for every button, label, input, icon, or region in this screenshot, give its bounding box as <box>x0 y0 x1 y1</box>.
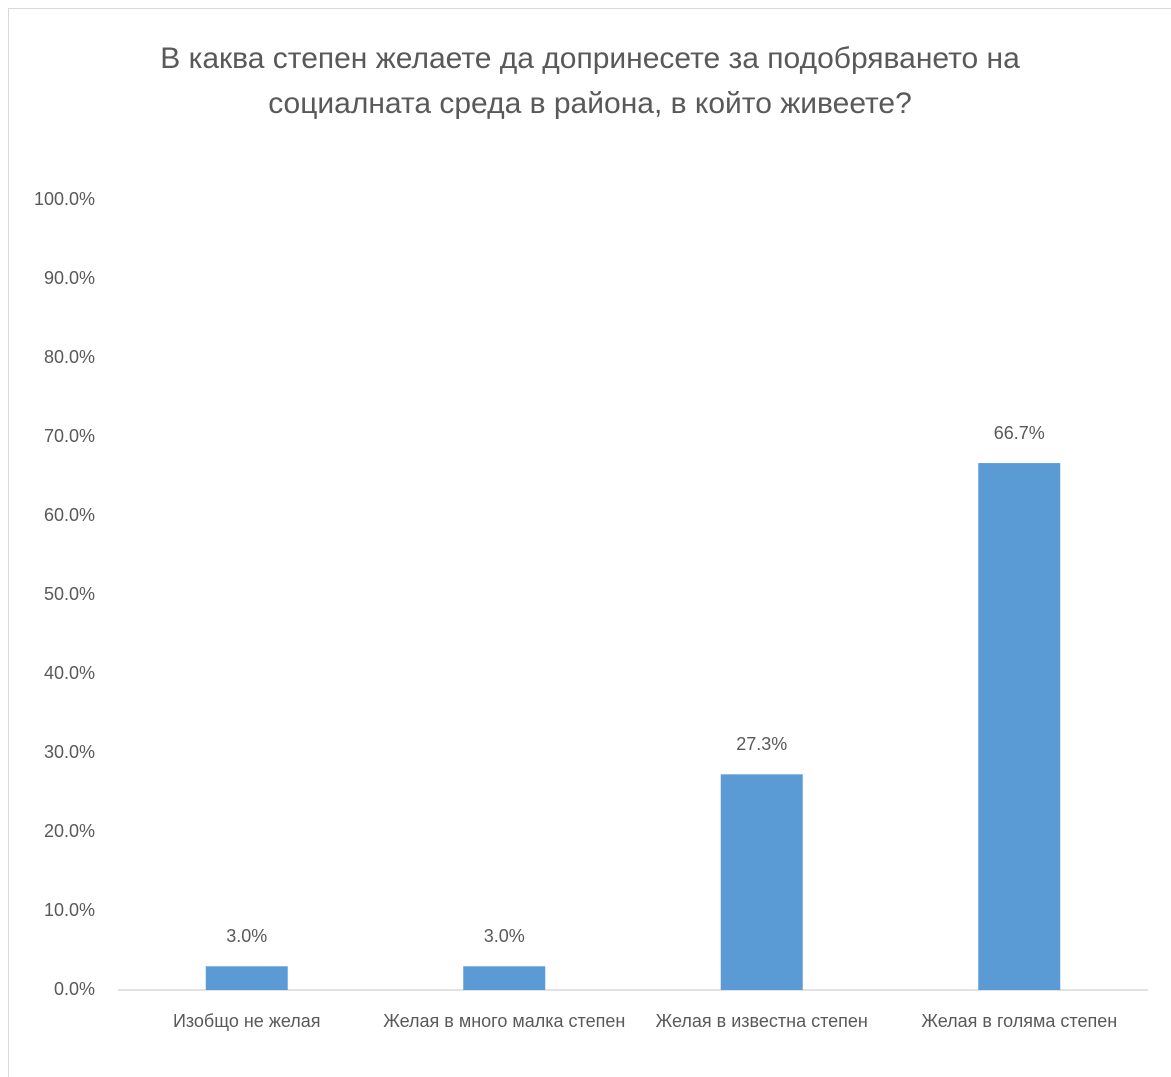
data-label: 66.7% <box>994 423 1045 443</box>
x-tick-label: Желая в голяма степен <box>921 1011 1118 1031</box>
x-tick-label: Желая в много малка степен <box>383 1011 626 1031</box>
y-tick-label: 100.0% <box>34 189 95 209</box>
chart-border <box>8 8 1171 1077</box>
y-tick-label: 80.0% <box>44 347 95 367</box>
y-tick-label: 0.0% <box>54 979 95 999</box>
y-tick-label: 90.0% <box>44 268 95 288</box>
x-tick-label: Желая в известна степен <box>655 1011 868 1031</box>
y-tick-label: 50.0% <box>44 584 95 604</box>
y-tick-label: 10.0% <box>44 900 95 920</box>
y-tick-label: 70.0% <box>44 426 95 446</box>
chart-title: В каква степен желаете да допринесете за… <box>160 42 1020 120</box>
bar <box>463 966 546 990</box>
bar <box>978 463 1061 990</box>
y-tick-label: 20.0% <box>44 821 95 841</box>
data-label: 3.0% <box>484 926 525 946</box>
bar <box>205 966 288 990</box>
x-tick-label: Изобщо не желая <box>172 1011 321 1031</box>
bar <box>720 774 803 990</box>
data-label: 27.3% <box>736 734 787 754</box>
y-tick-label: 40.0% <box>44 663 95 683</box>
y-tick-label: 30.0% <box>44 742 95 762</box>
y-tick-label: 60.0% <box>44 505 95 525</box>
data-label: 3.0% <box>226 926 267 946</box>
